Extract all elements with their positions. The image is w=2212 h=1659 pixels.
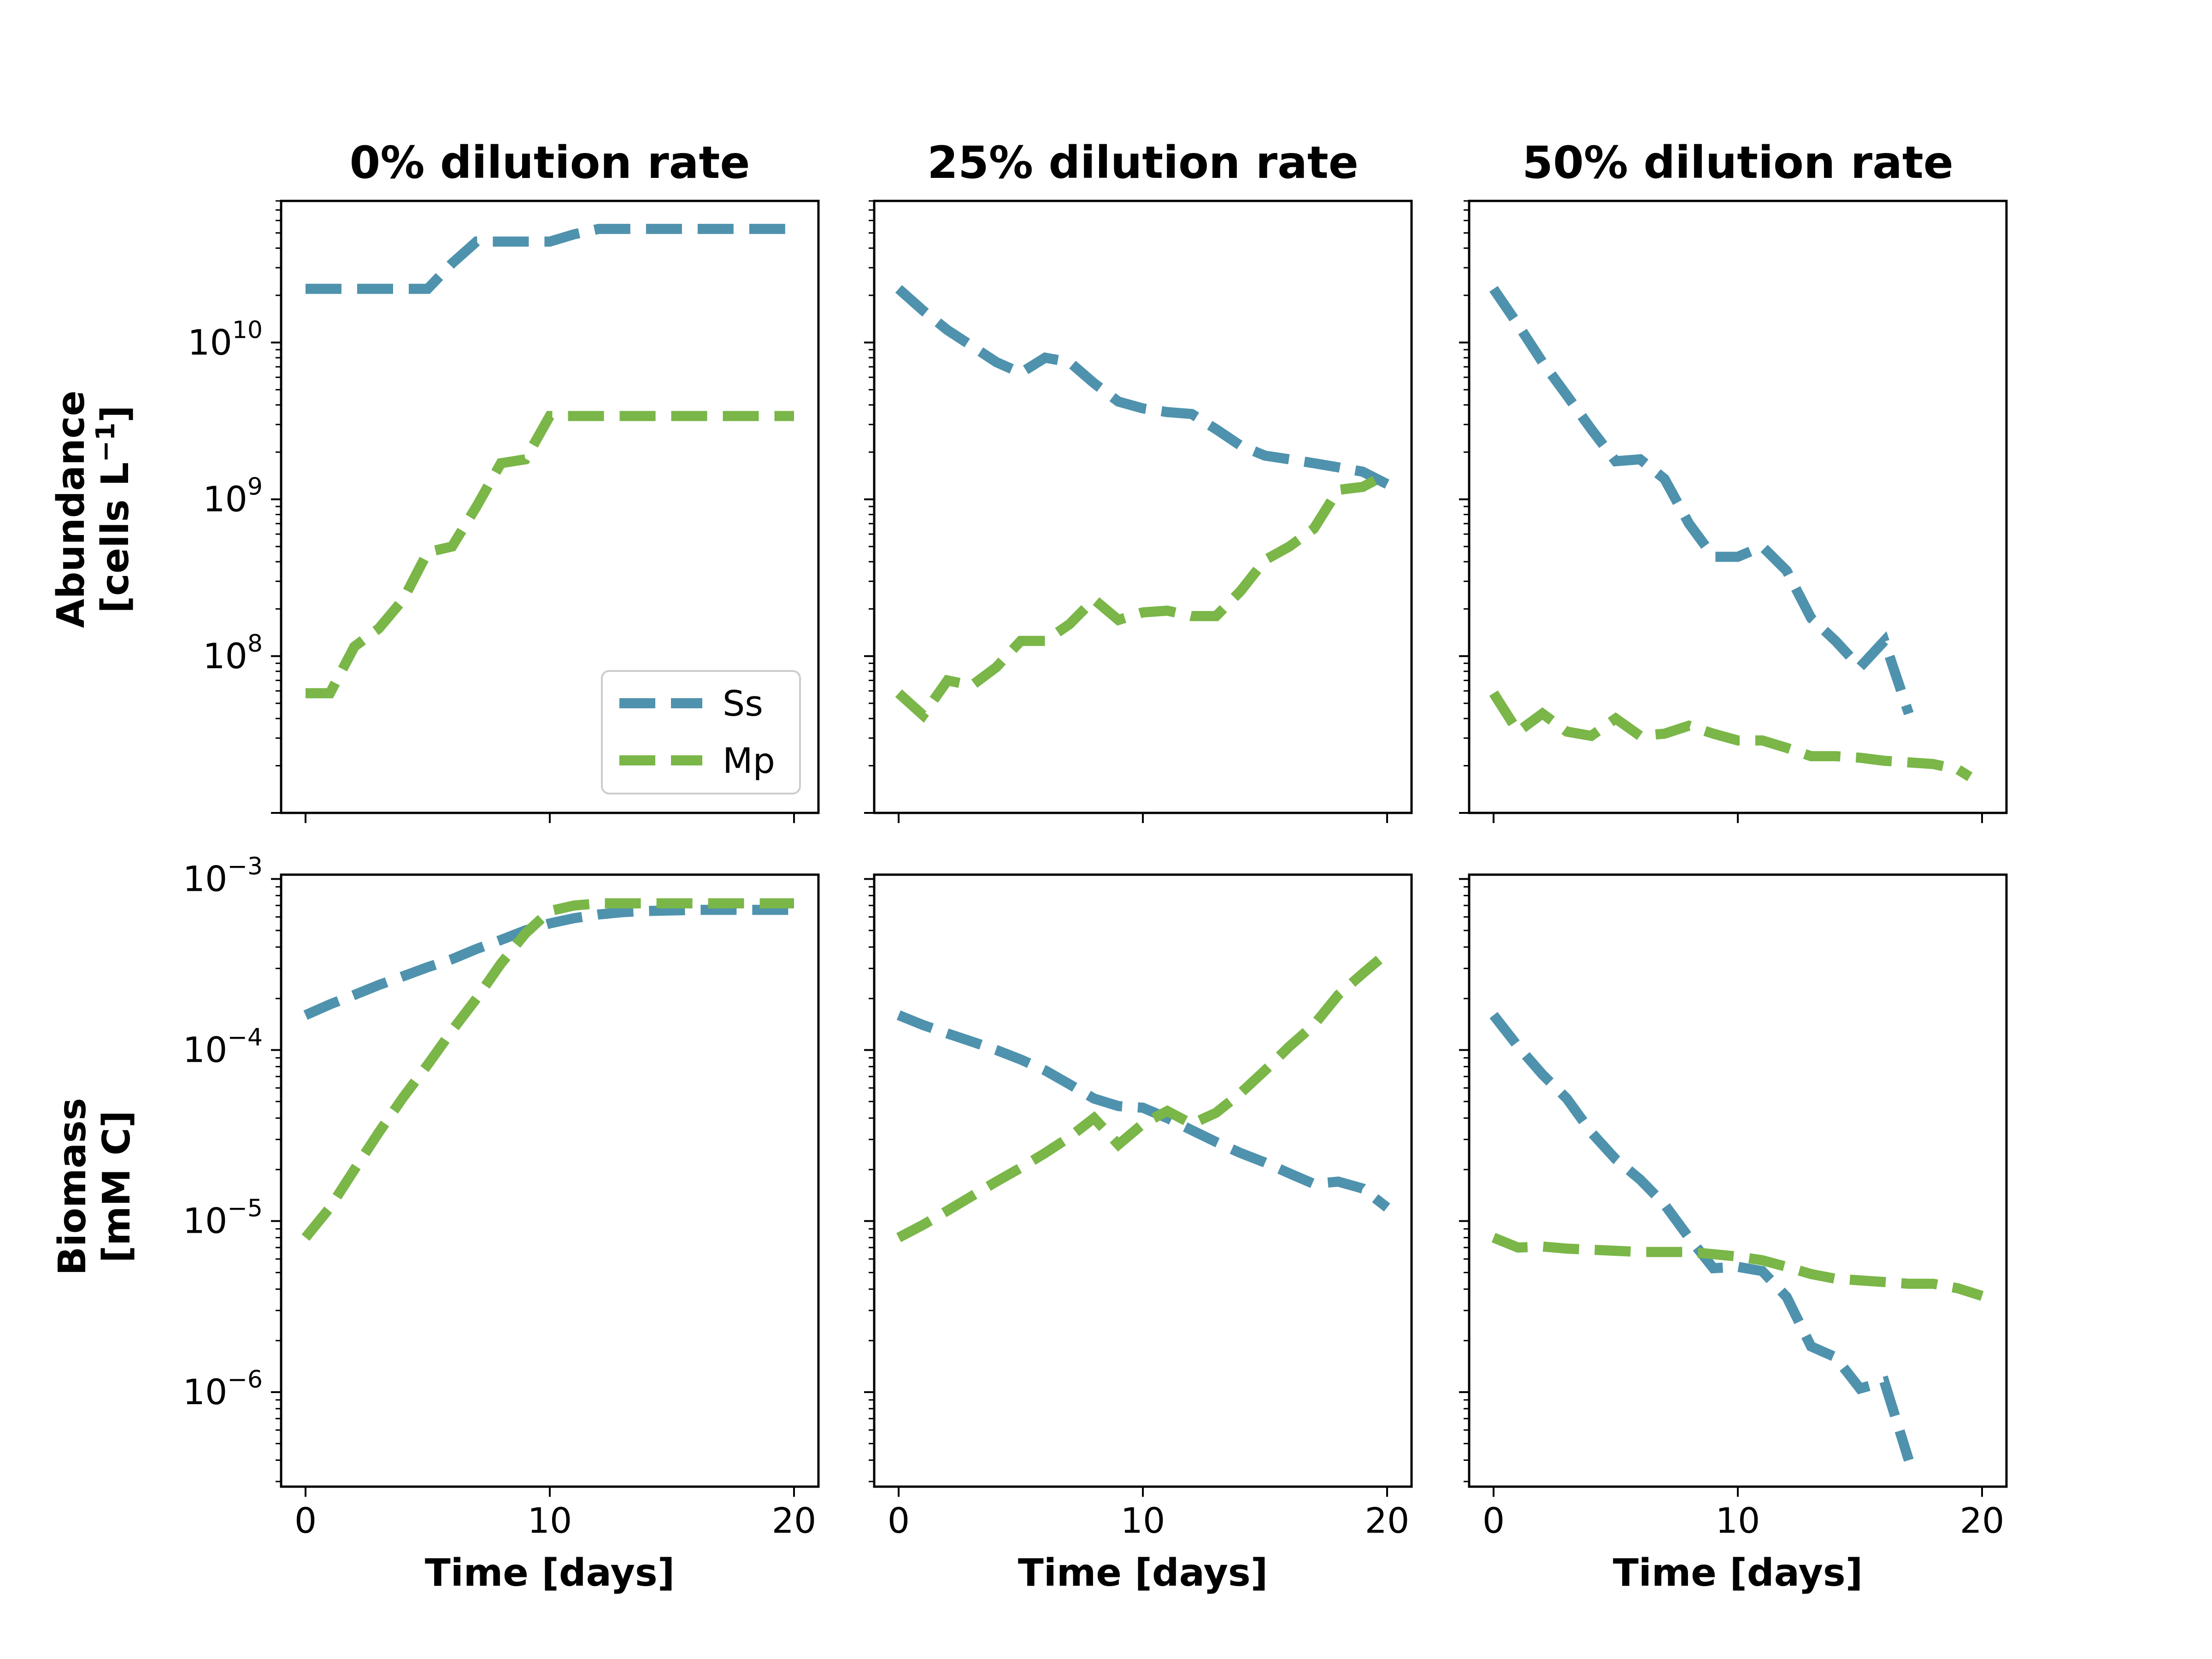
panel-1-y-tick-label: 108 xyxy=(203,630,263,677)
panel-1-legend-label-ss: Ss xyxy=(723,683,763,724)
panel-2-frame xyxy=(873,200,1413,814)
panel-1-series-ss xyxy=(306,224,794,294)
panel-2: 25% dilution rate xyxy=(864,137,1413,823)
panel-4-x-tick-label: 10 xyxy=(528,1500,572,1541)
panel-3-frame xyxy=(1468,200,2008,814)
row-label-abundance-unit: [cells L xyxy=(94,462,137,613)
panel-1-frame xyxy=(280,200,820,814)
panel-1-y-tick-exponent: 10 xyxy=(232,316,263,344)
panel-4-frame xyxy=(280,873,820,1488)
panel-4-x-axis-label: Time [days] xyxy=(425,1551,675,1595)
panel-4-y-tick-base: 10 xyxy=(183,1200,228,1241)
panel-6-series-ss xyxy=(1489,1012,1914,1462)
row-label-abundance-line1: Abundance xyxy=(49,390,93,628)
panel-1-y-tick-exponent: 8 xyxy=(247,630,263,658)
panel-1-y-tick-label: 109 xyxy=(203,473,263,520)
row-label-abundance-unit-exp: −1 xyxy=(91,423,121,462)
panel-3-title: 50% dilution rate xyxy=(1522,137,1953,188)
row-label-abundance-unit-end: ] xyxy=(94,406,137,423)
panel-5: 0 10 20 Time [days] xyxy=(864,873,1413,1595)
panel-1-legend: Ss Mp xyxy=(601,670,801,794)
panel-6-x-tick-label: 10 xyxy=(1716,1500,1760,1541)
panel-1-y-tick-base: 10 xyxy=(188,322,232,363)
panel-1-y-tick-exponent: 9 xyxy=(247,473,263,501)
panel-2-title: 25% dilution rate xyxy=(927,137,1359,188)
panel-4-x-tick-label: 0 xyxy=(294,1500,317,1541)
row-label-biomass: Biomass [mM C] xyxy=(51,1098,139,1275)
panel-1-series-mp xyxy=(306,411,794,699)
panel-6-series-mp xyxy=(1491,1233,1984,1301)
panel-3-series-mp xyxy=(1489,690,1973,781)
panel-4-series-mp xyxy=(301,898,794,1241)
panel-6-frame xyxy=(1468,873,2008,1488)
panel-3: 50% dilution rate xyxy=(1459,137,2008,823)
panel-6: 0 10 20 Time [days] xyxy=(1459,873,2008,1595)
panel-4-y-tick-label: 10−5 xyxy=(183,1195,263,1241)
row-label-abundance: Abundance [cells L−1] xyxy=(49,390,137,628)
panel-5-x-tick-label: 0 xyxy=(888,1500,910,1541)
panel-4-series-ss xyxy=(303,905,794,1020)
panel-6-x-axis-label: Time [days] xyxy=(1613,1551,1863,1595)
panel-6-x-tick-label: 20 xyxy=(1960,1500,2005,1541)
panel-4-y-tick-label: 10−6 xyxy=(183,1366,263,1412)
panel-1-y-tick-base: 10 xyxy=(203,635,247,677)
panel-5-x-axis-label: Time [days] xyxy=(1018,1551,1268,1595)
panel-5-series-ss xyxy=(896,1010,1390,1212)
panel-4-y-tick-exponent: −3 xyxy=(227,853,263,880)
row-label-biomass-line2: [mM C] xyxy=(95,1111,139,1263)
panel-4-y-tick-base: 10 xyxy=(183,1030,228,1071)
panel-5-x-tick-label: 10 xyxy=(1121,1500,1165,1541)
panel-4-y-tick-base: 10 xyxy=(183,858,228,899)
panel-5-frame xyxy=(873,873,1413,1488)
panel-4-y-tick-exponent: −6 xyxy=(227,1366,263,1394)
panel-4-y-tick-exponent: −4 xyxy=(227,1024,263,1052)
row-label-abundance-line2: [cells L−1] xyxy=(91,406,137,613)
panel-3-series-ss xyxy=(1489,286,1914,716)
panel-4-y-tick-exponent: −5 xyxy=(227,1195,263,1223)
panel-5-series-mp xyxy=(896,949,1391,1242)
row-label-biomass-line1: Biomass xyxy=(51,1098,94,1275)
panel-4-y-tick-label: 10−4 xyxy=(183,1024,263,1071)
panel-2-series-ss xyxy=(895,285,1389,489)
panel-1-y-tick-label: 1010 xyxy=(188,316,263,363)
panel-6-x-tick-label: 0 xyxy=(1483,1500,1505,1541)
panel-4-x-tick-label: 20 xyxy=(772,1500,817,1541)
panel-2-series-mp xyxy=(895,469,1390,723)
panel-1-legend-label-mp: Mp xyxy=(723,740,775,781)
panel-4-y-tick-label: 10−3 xyxy=(183,853,263,899)
panel-1-title: 0% dilution rate xyxy=(350,137,750,188)
panel-1-y-tick-base: 10 xyxy=(203,479,247,520)
panel-4-y-tick-base: 10 xyxy=(183,1371,228,1412)
panel-5-x-tick-label: 20 xyxy=(1365,1500,1410,1541)
